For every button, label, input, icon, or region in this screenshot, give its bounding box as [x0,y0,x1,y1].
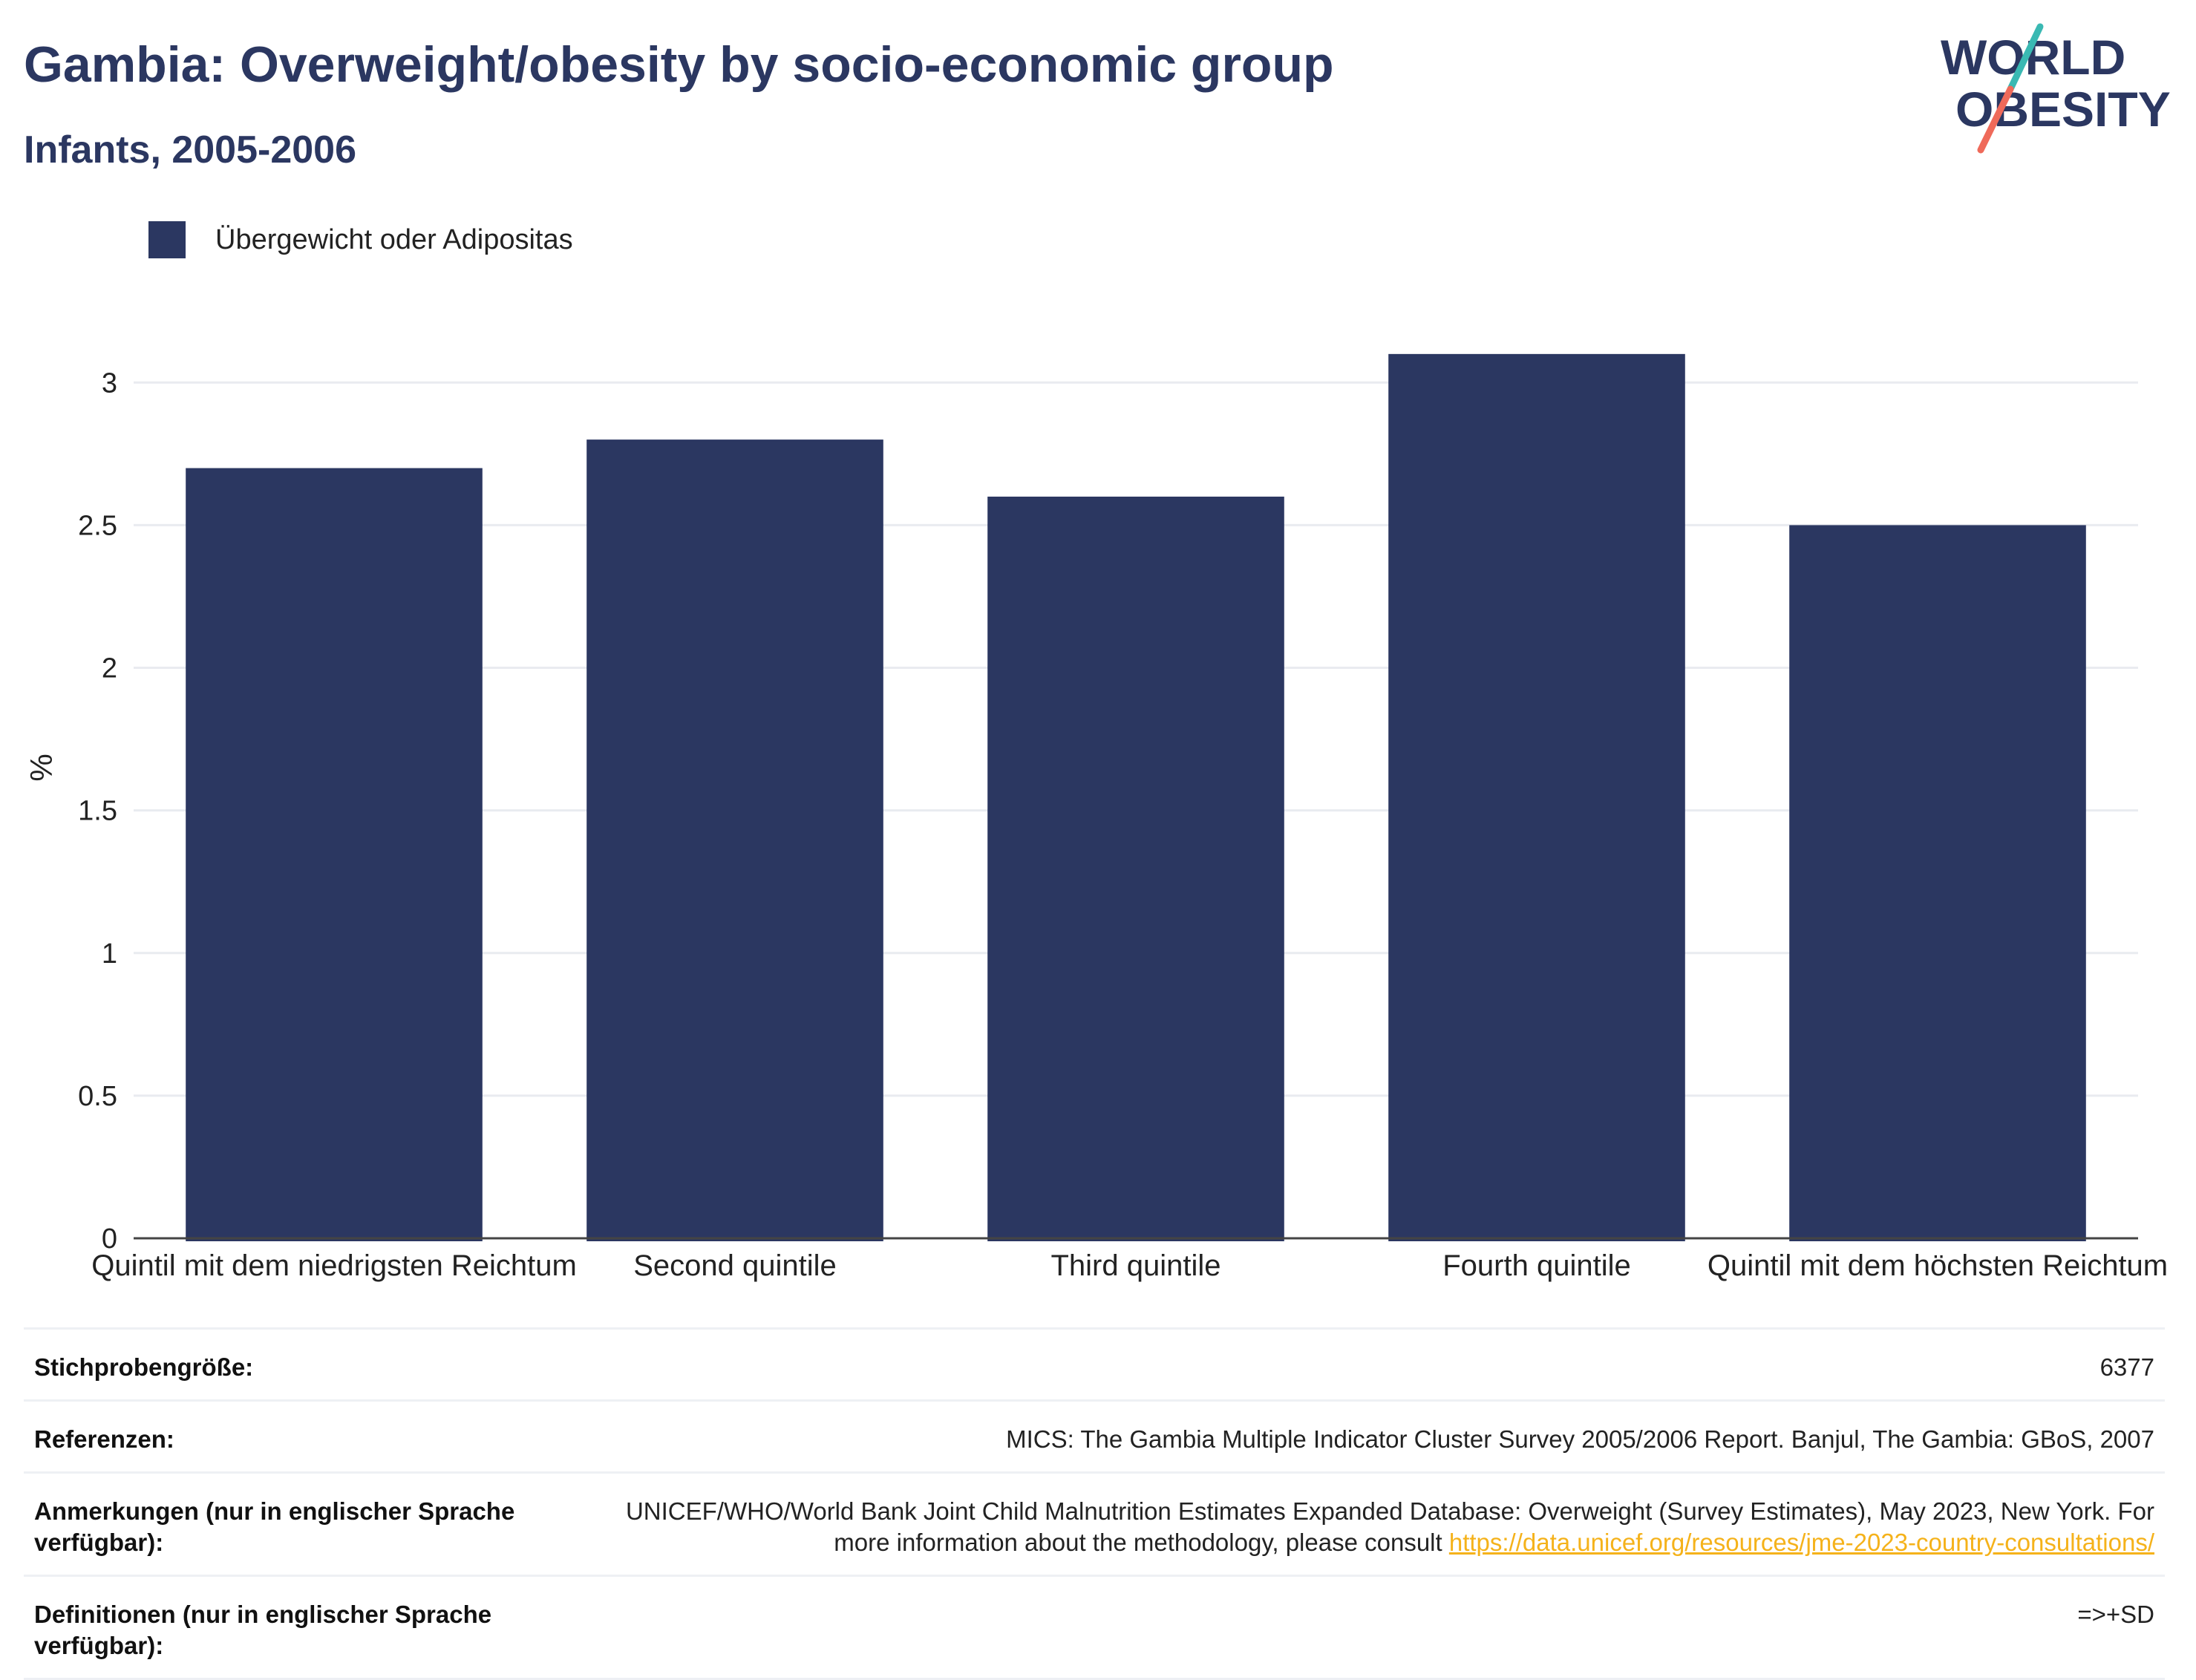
y-tick-label: 3 [102,367,117,399]
y-tick-label: 0 [102,1223,117,1255]
meta-value: MICS: The Gambia Multiple Indicator Clus… [1006,1425,2154,1453]
logo-slash-bottom [1977,85,2014,154]
chart-title: Gambia: Overweight/obesity by socio-econ… [24,36,1334,93]
y-tick-label: 1.5 [78,796,117,827]
legend-swatch [148,221,186,258]
meta-row-definitions: Definitionen (nur in englischer Sprache … [24,1575,2165,1680]
meta-notes-text: UNICEF/WHO/World Bank Joint Child Malnut… [625,1497,2154,1556]
meta-value: =>+SD [2077,1601,2154,1628]
y-tick-label: 2 [102,653,117,684]
x-tick-label: Second quintile [633,1249,837,1282]
legend: Übergewicht oder Adipositas [148,220,573,260]
x-tick-label: Fourth quintile [1442,1249,1630,1282]
y-tick-label: 2.5 [78,510,117,541]
meta-row-notes: Anmerkungen (nur in englischer Sprache v… [24,1471,2165,1575]
x-tick-label: Third quintile [1050,1249,1220,1282]
methodology-link[interactable]: https://data.unicef.org/resources/jme-20… [1448,1529,2154,1556]
chart-subtitle: Infants, 2005-2006 [24,128,357,171]
bar [1789,525,2086,1241]
logo-slash-top [2007,23,2044,93]
x-tick-label: Quintil mit dem niedrigsten Reichtum [91,1249,577,1282]
meta-key: Anmerkungen (nur in englischer Sprache v… [34,1497,515,1556]
y-tick-label: 1 [102,938,117,970]
bar [186,468,483,1242]
meta-value: 6377 [2099,1353,2154,1381]
world-obesity-logo: WORLD OBESITY [1941,23,2171,154]
legend-label: Übergewicht oder Adipositas [215,223,573,255]
metadata-table: Stichprobengröße: 6377 Referenzen: MICS:… [24,1327,2165,1680]
meta-key: Referenzen: [34,1425,174,1453]
bar [1388,353,1685,1241]
meta-row-references: Referenzen: MICS: The Gambia Multiple In… [24,1399,2165,1471]
y-tick-label: 0.5 [78,1081,117,1112]
meta-key: Definitionen (nur in englischer Sprache … [34,1601,492,1659]
x-tick-label: Quintil mit dem höchsten Reichtum [1708,1249,2168,1282]
meta-key: Stichprobengröße: [34,1353,254,1381]
bar [586,439,883,1241]
meta-value: UNICEF/WHO/World Bank Joint Child Malnut… [595,1496,2154,1558]
y-axis-label: % [24,754,59,781]
bar [987,496,1284,1241]
bar-chart: 0 0.5 1 1.5 2 2.5 3 Quintil mit dem niedrigsten… [24,353,2168,1282]
meta-row-sample-size: Stichprobengröße: 6377 [24,1327,2165,1399]
